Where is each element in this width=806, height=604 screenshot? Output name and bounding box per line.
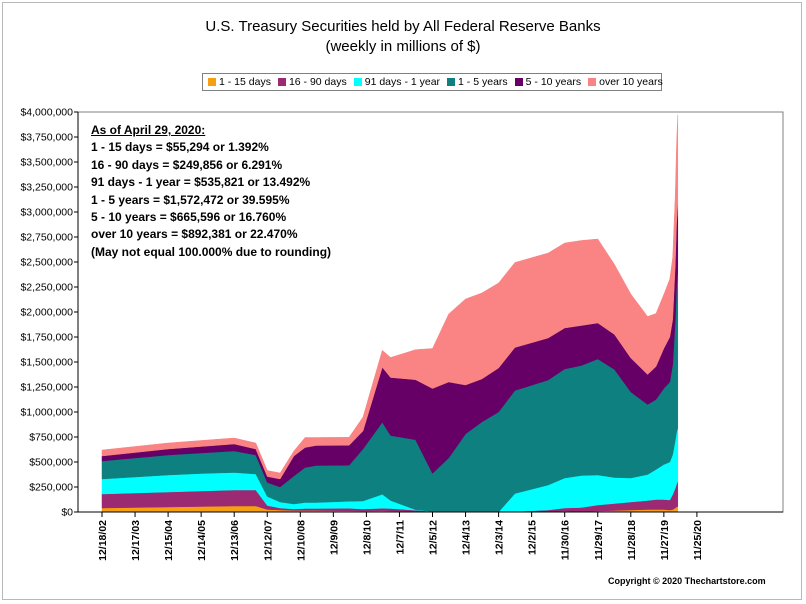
legend-label: 16 - 90 days [288,76,347,88]
x-tick-label: 12/10/08 [295,520,307,561]
legend-swatch [588,78,597,86]
x-tick-label: 12/5/12 [428,520,440,555]
legend-label: 1 - 5 years [458,76,508,88]
annotation-line: 1 - 5 years = $1,572,472 or 39.595% [91,192,290,207]
legend-label: 5 - 10 years [525,76,582,88]
x-tick-label: 12/9/09 [328,520,340,555]
legend-item-1-15-days: 1 - 15 days [208,76,271,88]
legend-swatch [353,78,362,86]
y-tick-label: $1,500,000 [20,357,73,369]
legend-swatch [277,78,286,86]
y-tick-label: $3,500,000 [20,157,73,169]
x-tick-label: 12/4/13 [461,520,473,555]
x-tick-label: 12/7/11 [394,520,406,555]
x-tick-label: 12/13/06 [229,520,241,561]
legend-item-over-10-years: over 10 years [588,76,663,88]
x-tick-label: 12/17/03 [130,520,142,561]
x-tick-label: 11/25/20 [692,520,704,560]
x-tick-label: 12/18/02 [97,520,109,561]
y-tick-label: $3,000,000 [20,207,73,219]
annotation-line: over 10 years = $892,381 or 22.470% [91,227,298,242]
y-tick-label: $3,250,000 [20,182,73,194]
legend-item-91-days-1-year: 91 days - 1 year [353,76,441,88]
legend-swatch [447,78,456,86]
legend-swatch [208,78,216,86]
y-tick-label: $4,000,000 [20,107,73,119]
legend-label: 91 days - 1 year [364,76,441,88]
annotation-line: 5 - 10 years = $665,596 or 16.760% [91,210,287,225]
y-tick-label: $250,000 [29,482,73,494]
x-tick-label: 12/3/14 [494,520,506,555]
legend-label: 1 - 15 days [219,76,271,88]
y-tick-label: $2,250,000 [20,282,73,294]
legend-swatch [514,78,523,86]
y-tick-label: $500,000 [29,457,73,469]
annotation-heading: As of April 29, 2020: [91,123,206,137]
legend: 1 - 15 days 16 - 90 days 91 days - 1 yea… [202,73,663,91]
x-tick-label: 12/15/04 [163,520,175,561]
y-tick-label: $2,000,000 [20,307,73,319]
annotation-line: (May not equal 100.000% due to rounding) [91,244,332,259]
chart-subtitle: (weekly in millions of $) [325,38,481,55]
x-tick-label: 12/14/05 [196,520,208,561]
legend-item-5-10-years: 5 - 10 years [514,76,582,88]
annotation-line: 1 - 15 days = $55,294 or 1.392% [91,140,269,155]
annotation-line: 16 - 90 days = $249,856 or 6.291% [91,157,283,172]
y-tick-label: $1,750,000 [20,332,73,344]
y-tick-label: $3,750,000 [20,132,73,144]
x-tick-label: 11/27/19 [659,520,671,560]
annotation-line: 91 days - 1 year = $535,821 or 13.492% [91,175,311,190]
x-tick-label: 12/8/10 [361,520,373,555]
y-tick-label: $1,000,000 [20,407,73,419]
y-tick-label: $0 [61,507,73,519]
copyright-notice: Copyright © 2020 Thechartstore.com [608,576,766,586]
x-tick-label: 12/2/15 [527,520,539,555]
x-tick-label: 11/30/16 [560,520,572,560]
series-area-over-10-years [101,114,679,480]
y-tick-label: $2,500,000 [20,257,73,269]
legend-label: over 10 years [599,76,663,88]
holdings-annotation: As of April 29, 2020: 1 - 15 days = $55,… [91,122,331,261]
chart-title: U.S. Treasury Securities held by All Fed… [205,18,601,35]
x-tick-label: 11/29/17 [593,520,605,560]
y-tick-label: $2,750,000 [20,232,73,244]
y-tick-label: $1,250,000 [20,382,73,394]
x-tick-label: 12/12/07 [262,520,274,561]
legend-item-16-90-days: 16 - 90 days [277,76,347,88]
y-tick-label: $750,000 [29,432,73,444]
x-tick-label: 11/28/18 [626,520,638,560]
legend-item-1-5-years: 1 - 5 years [447,76,508,88]
